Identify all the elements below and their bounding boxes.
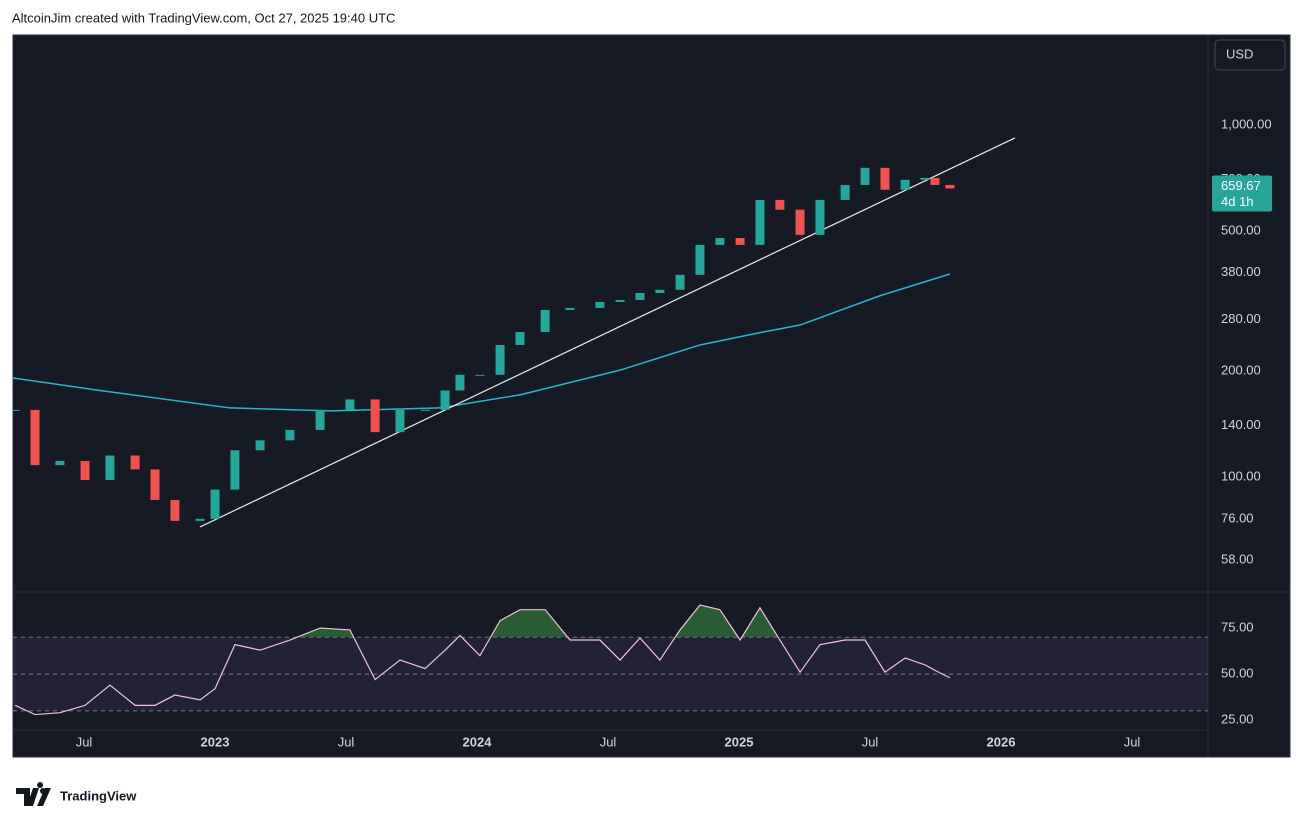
candle [55, 460, 65, 466]
candle [930, 177, 940, 185]
candle [315, 409, 325, 430]
price-pane [13, 137, 1016, 528]
candle [715, 238, 725, 245]
x-tick-label: Jul [76, 734, 93, 749]
candle [695, 244, 705, 275]
tradingview-logo: TradingView [16, 782, 137, 806]
candle [880, 167, 890, 190]
x-tick-label: 2024 [463, 734, 493, 749]
countdown-label: 4d 1h [1221, 194, 1254, 209]
trendline [199, 137, 1016, 528]
candle [655, 289, 665, 293]
candle [775, 199, 785, 210]
candle [395, 409, 405, 433]
x-tick-label: 2026 [987, 734, 1016, 749]
candle [195, 518, 205, 521]
rsi-line [14, 604, 951, 716]
header: AltcoinJim created with TradingView.com,… [12, 10, 395, 25]
logo-text: TradingView [60, 788, 137, 803]
candle [13, 409, 20, 411]
y-tick-label: 200.00 [1221, 362, 1261, 377]
candle [675, 274, 685, 290]
candle [130, 455, 140, 470]
price-badge [1212, 175, 1272, 212]
x-tick-label: 2025 [725, 734, 754, 749]
x-tick-label: Jul [862, 734, 879, 749]
candle [840, 184, 850, 200]
candle [345, 399, 355, 410]
currency-button[interactable] [1214, 39, 1286, 71]
y-tick-label: 280.00 [1221, 311, 1261, 326]
candle [815, 199, 825, 235]
candle [475, 374, 485, 376]
candle [755, 199, 765, 245]
candle [595, 301, 605, 308]
axes: 58.00 76.00 100.00 140.00 200.00 280.00 380.00… [76, 116, 1272, 749]
candle [255, 440, 265, 451]
candle [80, 460, 90, 480]
x-tick-label: Jul [338, 734, 355, 749]
rsi-tick-label: 25.00 [1221, 712, 1254, 727]
y-tick-label: 76.00 [1221, 510, 1254, 525]
candle [615, 300, 625, 302]
y-tick-label: 1,000.00 [1221, 116, 1272, 131]
candle [150, 469, 160, 500]
candle [495, 344, 505, 375]
candle [455, 374, 465, 391]
x-tick-label: Jul [1124, 734, 1141, 749]
candle [920, 177, 930, 180]
rsi-pane [13, 604, 1208, 716]
candle [285, 429, 295, 441]
moving-average [13, 273, 951, 412]
candle [230, 450, 240, 490]
overbought-fill [296, 605, 779, 638]
candle [370, 399, 380, 433]
candle [30, 409, 40, 466]
logo-icon [16, 782, 44, 806]
candle [635, 292, 645, 301]
candle [105, 455, 115, 480]
y-tick-label: 380.00 [1221, 264, 1261, 279]
x-tick-label: 2023 [201, 734, 230, 749]
last-price-label: 659.67 [1221, 178, 1261, 193]
candle [945, 184, 955, 189]
candle [540, 309, 550, 332]
candle [420, 409, 430, 411]
candle [210, 489, 220, 519]
y-tick-label: 500.00 [1221, 222, 1261, 237]
y-tick-label: 100.00 [1221, 468, 1261, 483]
candle [900, 179, 910, 190]
y-tick-label: 140.00 [1221, 417, 1261, 432]
candle [515, 331, 525, 345]
rsi-tick-label: 75.00 [1221, 620, 1254, 635]
chart-panel [12, 34, 1291, 758]
x-tick-label: Jul [600, 734, 617, 749]
candle [860, 167, 870, 185]
candle [565, 307, 575, 310]
y-tick-label: 58.00 [1221, 552, 1254, 567]
candle [795, 209, 805, 235]
candle [735, 238, 745, 245]
currency-label: USD [1226, 46, 1253, 61]
candle [440, 390, 450, 410]
rsi-tick-label: 50.00 [1221, 666, 1254, 681]
logo-mark [37, 788, 51, 806]
candle [170, 499, 180, 521]
